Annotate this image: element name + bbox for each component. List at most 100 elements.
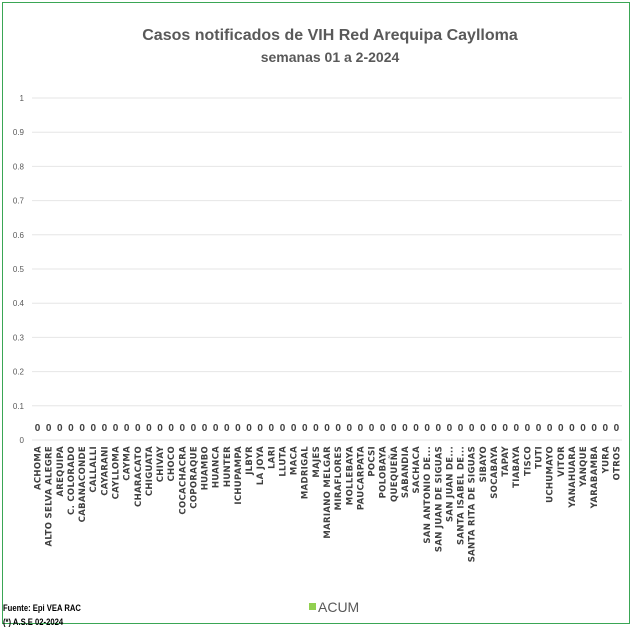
data-label: 0 bbox=[335, 423, 341, 434]
legend: ACUM bbox=[309, 599, 359, 615]
data-label: 0 bbox=[269, 423, 275, 434]
source-line-2: (*) A.S.E 02-2024 bbox=[3, 617, 64, 627]
data-label: 0 bbox=[447, 423, 453, 434]
x-tick-label: OTROS bbox=[612, 446, 622, 480]
data-label: 0 bbox=[202, 423, 208, 434]
x-tick-label: LA JOYA bbox=[256, 446, 266, 485]
x-tick-label: YARABAMBA bbox=[590, 446, 600, 509]
x-tick-label: C. COLORADO bbox=[67, 446, 77, 515]
data-label: 0 bbox=[369, 423, 375, 434]
data-label: 0 bbox=[591, 423, 597, 434]
x-tick-label: TISCO bbox=[523, 446, 533, 476]
y-tick-label: 0.3 bbox=[13, 333, 25, 342]
x-tick-label: SABANDIA bbox=[401, 446, 411, 498]
x-tick-label: CHOCO bbox=[167, 446, 177, 482]
data-label: 0 bbox=[402, 423, 408, 434]
legend-label: ACUM bbox=[318, 599, 359, 615]
data-label: 0 bbox=[547, 423, 553, 434]
x-tick-label: VITOR bbox=[557, 446, 567, 477]
data-label: 0 bbox=[380, 423, 386, 434]
data-label: 0 bbox=[224, 423, 230, 434]
x-tick-label: TUTI bbox=[535, 446, 545, 469]
x-tick-label: ICHUPAMPA bbox=[234, 446, 244, 505]
y-tick-label: 0.9 bbox=[13, 128, 25, 137]
data-label: 0 bbox=[491, 423, 497, 434]
x-tick-label: MACA bbox=[290, 446, 300, 475]
y-tick-label: 0 bbox=[20, 436, 25, 445]
x-tick-label: CHARACATO bbox=[134, 446, 144, 507]
data-label: 0 bbox=[436, 423, 442, 434]
data-label: 0 bbox=[235, 423, 241, 434]
x-tick-label: LARI bbox=[267, 446, 277, 469]
y-tick-label: 0.4 bbox=[13, 299, 25, 308]
y-tick-label: 0.1 bbox=[13, 402, 25, 411]
x-tick-label: ACHOMA bbox=[34, 446, 44, 490]
data-label: 0 bbox=[525, 423, 531, 434]
x-tick-label: SAN ANTONIO DE... bbox=[423, 446, 433, 544]
x-tick-label: COPORAQUE bbox=[189, 446, 199, 509]
data-label: 0 bbox=[313, 423, 319, 434]
data-label: 0 bbox=[79, 423, 85, 434]
x-tick-label: MIRAFLORES bbox=[334, 446, 344, 510]
y-tick-label: 0.6 bbox=[13, 231, 25, 240]
data-label: 0 bbox=[57, 423, 63, 434]
x-tick-label: CAYLLOMA bbox=[111, 446, 121, 499]
data-label: 0 bbox=[513, 423, 519, 434]
data-label: 0 bbox=[213, 423, 219, 434]
data-label: 0 bbox=[291, 423, 297, 434]
x-tick-label: POLOBAYA bbox=[379, 446, 389, 498]
x-tick-label: YURA bbox=[601, 446, 611, 475]
data-label: 0 bbox=[157, 423, 163, 434]
data-label: 0 bbox=[569, 423, 575, 434]
x-tick-label: YANQUE bbox=[579, 446, 589, 488]
x-tick-label: SAN JUAN DE... bbox=[445, 446, 455, 522]
x-tick-label: QUEQUEÑA bbox=[389, 446, 400, 502]
x-tick-label: SANTA ISABEL DE... bbox=[457, 446, 467, 545]
x-tick-label: CABANACONDE bbox=[78, 446, 88, 522]
x-tick-label: CALLALLI bbox=[89, 446, 99, 493]
data-label: 0 bbox=[603, 423, 609, 434]
data-label: 0 bbox=[391, 423, 397, 434]
x-tick-label: LLUTA bbox=[278, 446, 288, 477]
data-label: 0 bbox=[480, 423, 486, 434]
data-label: 0 bbox=[536, 423, 542, 434]
chart-title: Casos notificados de VIH Red Arequipa Ca… bbox=[142, 27, 518, 44]
x-tick-label: SACHACA bbox=[412, 446, 422, 494]
x-tick-label: HUANCA bbox=[212, 446, 222, 488]
data-label: 0 bbox=[614, 423, 620, 434]
data-label: 0 bbox=[191, 423, 197, 434]
x-tick-label: YANAHUARA bbox=[568, 446, 578, 509]
data-label: 0 bbox=[257, 423, 263, 434]
x-tick-label: POCSI bbox=[368, 446, 378, 477]
data-label: 0 bbox=[502, 423, 508, 434]
data-label: 0 bbox=[46, 423, 52, 434]
x-tick-label: TAPAY bbox=[501, 445, 511, 476]
data-label: 0 bbox=[68, 423, 74, 434]
x-tick-label: UCHUMAYO bbox=[546, 446, 556, 503]
data-label: 0 bbox=[90, 423, 96, 434]
x-tick-label: SIBAYO bbox=[479, 446, 489, 482]
x-tick-label: CAYARANI bbox=[100, 446, 110, 496]
x-tick-label: HUAMBO bbox=[201, 446, 211, 490]
x-tick-label: JLBYR bbox=[245, 446, 255, 476]
x-tick-label: MAJES bbox=[312, 446, 322, 478]
data-label: 0 bbox=[302, 423, 308, 434]
x-tick-label: PAUCARPATA bbox=[356, 446, 366, 510]
data-label: 0 bbox=[458, 423, 464, 434]
x-tick-label: COCACHACRA bbox=[178, 446, 188, 515]
x-tick-label: ALTO SELVA ALEGRE bbox=[45, 446, 55, 547]
data-label: 0 bbox=[135, 423, 141, 434]
y-tick-label: 0.5 bbox=[13, 265, 25, 274]
x-tick-label: MOLLEBAYA bbox=[345, 446, 355, 505]
data-label: 0 bbox=[580, 423, 586, 434]
data-label: 0 bbox=[558, 423, 564, 434]
x-tick-label: SOCABAYA bbox=[490, 446, 500, 499]
data-label: 0 bbox=[280, 423, 286, 434]
data-label: 0 bbox=[168, 423, 174, 434]
y-tick-label: 1 bbox=[20, 94, 25, 103]
data-label: 0 bbox=[358, 423, 364, 434]
x-tick-label: CAYMA bbox=[123, 446, 133, 481]
data-label: 0 bbox=[180, 423, 186, 434]
